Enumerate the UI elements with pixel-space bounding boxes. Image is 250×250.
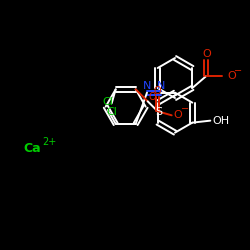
Text: OH: OH	[213, 116, 230, 126]
Text: 2+: 2+	[42, 137, 56, 147]
Text: −: −	[180, 104, 189, 114]
Text: O: O	[173, 110, 182, 120]
Text: N: N	[143, 81, 151, 91]
Text: Cl: Cl	[102, 97, 113, 107]
Text: O: O	[149, 92, 156, 102]
Text: O: O	[227, 71, 236, 81]
Text: S: S	[155, 107, 162, 117]
Text: O: O	[154, 86, 162, 96]
Text: N: N	[157, 81, 165, 91]
Text: Cl: Cl	[106, 107, 117, 117]
Text: Ca: Ca	[23, 142, 41, 154]
Text: O: O	[202, 49, 211, 59]
Text: −: −	[234, 66, 242, 76]
